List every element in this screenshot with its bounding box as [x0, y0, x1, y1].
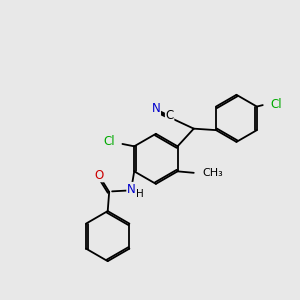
Text: N: N [152, 102, 161, 116]
Text: H: H [136, 189, 144, 199]
Text: N: N [127, 182, 136, 196]
Text: CH₃: CH₃ [202, 168, 223, 178]
Text: Cl: Cl [103, 135, 115, 148]
Text: Cl: Cl [270, 98, 282, 111]
Text: C: C [166, 110, 174, 122]
Text: O: O [95, 169, 104, 182]
